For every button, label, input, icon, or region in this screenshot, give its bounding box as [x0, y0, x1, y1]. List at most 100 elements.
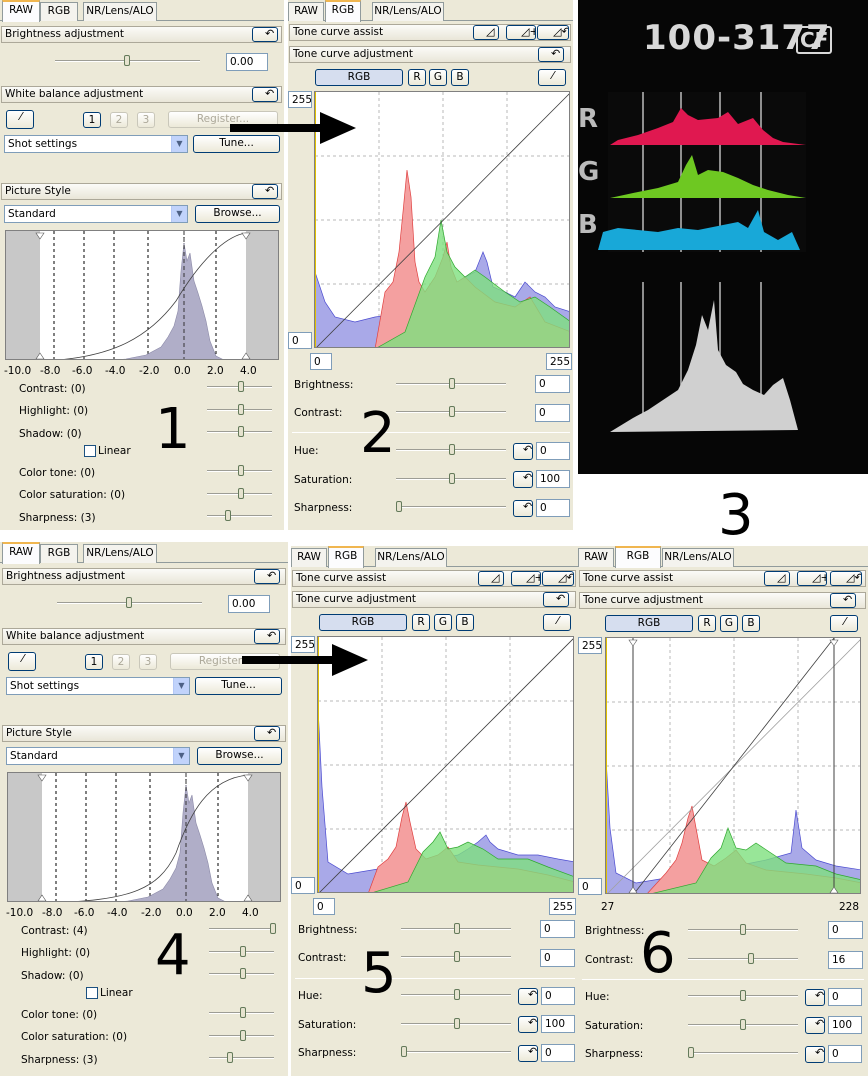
saturation-value-field[interactable]: 100 [828, 1016, 862, 1034]
tone-curve-graph[interactable] [605, 637, 861, 894]
tab-nr-lens-alo[interactable]: NR/Lens/ALO [662, 548, 734, 567]
browse-button[interactable]: Browse... [195, 205, 280, 223]
hue-value-field[interactable]: 0 [541, 987, 575, 1005]
assist-add-button[interactable]: ◿+ [511, 571, 541, 586]
picture-style-select[interactable]: Standard ▼ [4, 205, 188, 223]
brightness-slider-thumb[interactable] [740, 924, 746, 935]
sharpness-value-field[interactable]: 0 [541, 1044, 575, 1062]
eyedropper-button[interactable]: ⁄ [830, 615, 858, 632]
shot-settings-select[interactable]: Shot settings ▼ [4, 135, 188, 153]
contrast-slider-thumb[interactable] [238, 381, 244, 392]
wb-slot-1-button[interactable]: 1 [83, 112, 101, 128]
channel-r-button[interactable]: R [412, 614, 430, 631]
tab-rgb[interactable]: RGB [328, 546, 364, 568]
color-tone-slider-thumb[interactable] [240, 1007, 246, 1018]
linear-checkbox[interactable] [86, 987, 98, 999]
eyedropper-button[interactable]: ⁄ [538, 69, 566, 86]
sharpness-slider-track[interactable] [207, 515, 272, 517]
tab-rgb[interactable]: RGB [40, 544, 78, 563]
tone-curve-reset-button[interactable]: ↶ [538, 47, 564, 62]
wb-slot-2-button[interactable]: 2 [112, 654, 130, 670]
shot-settings-select[interactable]: Shot settings ▼ [6, 677, 190, 695]
sharpness-value-field[interactable]: 0 [536, 499, 570, 517]
sharpness-slider-thumb[interactable] [688, 1047, 694, 1058]
contrast-value-field[interactable]: 16 [828, 951, 863, 969]
contrast-slider-thumb[interactable] [748, 953, 754, 964]
register-button[interactable]: Register... [168, 111, 278, 128]
eyedropper-button[interactable]: ⁄ [6, 110, 34, 129]
saturation-value-field[interactable]: 100 [541, 1015, 575, 1033]
channel-rgb-button[interactable]: RGB [605, 615, 693, 632]
tab-rgb[interactable]: RGB [325, 0, 361, 22]
channel-g-button[interactable]: G [429, 69, 447, 86]
tab-nr-lens-alo[interactable]: NR/Lens/ALO [372, 2, 444, 21]
contrast-value-field[interactable]: 0 [540, 949, 575, 967]
saturation-value-field[interactable]: 100 [536, 470, 570, 488]
hue-reset-button[interactable]: ↶ [513, 443, 533, 460]
sharpness-reset-button[interactable]: ↶ [518, 1045, 538, 1062]
tone-curve-reset-button[interactable]: ↶ [543, 592, 569, 607]
brightness-value-field[interactable]: 0.00 [228, 595, 270, 613]
tab-nr-lens-alo[interactable]: NR/Lens/ALO [83, 544, 157, 563]
tab-raw[interactable]: RAW [578, 548, 614, 567]
tone-curve-graph[interactable] [314, 91, 570, 348]
channel-b-button[interactable]: B [456, 614, 474, 631]
channel-b-button[interactable]: B [451, 69, 469, 86]
assist-reset-button[interactable]: ◿↶ [542, 571, 574, 586]
tune-button[interactable]: Tune... [193, 135, 280, 153]
brightness-value-field[interactable]: 0 [540, 920, 575, 938]
channel-rgb-button[interactable]: RGB [315, 69, 403, 86]
brightness-reset-button[interactable]: ↶ [252, 27, 278, 42]
white-balance-reset-button[interactable]: ↶ [254, 629, 280, 644]
contrast-slider-thumb[interactable] [454, 951, 460, 962]
wb-slot-3-button[interactable]: 3 [139, 654, 157, 670]
wb-slot-1-button[interactable]: 1 [85, 654, 103, 670]
shadow-slider-thumb[interactable] [240, 968, 246, 979]
contrast-slider-thumb[interactable] [270, 923, 276, 934]
saturation-slider-thumb[interactable] [454, 1018, 460, 1029]
linear-checkbox[interactable] [84, 445, 96, 457]
eyedropper-button[interactable]: ⁄ [543, 614, 571, 631]
sharpness-slider-track[interactable] [396, 506, 506, 508]
color-tone-slider-thumb[interactable] [238, 465, 244, 476]
assist-add-button[interactable]: ◿+ [797, 571, 827, 586]
channel-b-button[interactable]: B [742, 615, 760, 632]
channel-g-button[interactable]: G [720, 615, 738, 632]
brightness-slider-thumb[interactable] [126, 597, 132, 608]
hue-reset-button[interactable]: ↶ [518, 988, 538, 1005]
tune-button[interactable]: Tune... [195, 677, 282, 695]
hue-value-field[interactable]: 0 [828, 988, 862, 1006]
tab-raw[interactable]: RAW [288, 2, 324, 21]
shadow-slider-thumb[interactable] [238, 426, 244, 437]
assist-reset-button[interactable]: ◿↶ [537, 25, 569, 40]
tab-raw[interactable]: RAW [291, 548, 327, 567]
brightness-value-field[interactable]: 0 [535, 375, 570, 393]
tab-nr-lens-alo[interactable]: NR/Lens/ALO [83, 2, 157, 21]
saturation-slider-thumb[interactable] [740, 1019, 746, 1030]
highlight-slider-thumb[interactable] [238, 404, 244, 415]
sharpness-slider-track[interactable] [688, 1052, 798, 1054]
assist-linear-button[interactable]: ◿ [764, 571, 790, 586]
eyedropper-button[interactable]: ⁄ [8, 652, 36, 671]
color-saturation-slider-thumb[interactable] [240, 1030, 246, 1041]
tab-raw[interactable]: RAW [2, 0, 40, 22]
saturation-reset-button[interactable]: ↶ [513, 471, 533, 488]
hue-slider-thumb[interactable] [449, 444, 455, 455]
contrast-value-field[interactable]: 0 [535, 404, 570, 422]
hue-slider-thumb[interactable] [454, 989, 460, 1000]
picture-style-select[interactable]: Standard ▼ [6, 747, 190, 765]
color-saturation-slider-thumb[interactable] [238, 488, 244, 499]
picture-style-reset-button[interactable]: ↶ [254, 726, 280, 741]
sharpness-slider-track[interactable] [401, 1051, 511, 1053]
contrast-slider-thumb[interactable] [449, 406, 455, 417]
sharpness-slider-thumb[interactable] [401, 1046, 407, 1057]
tab-raw[interactable]: RAW [2, 542, 40, 564]
assist-linear-button[interactable]: ◿ [478, 571, 504, 586]
highlight-slider-thumb[interactable] [240, 946, 246, 957]
hue-slider-thumb[interactable] [740, 990, 746, 1001]
sharpness-slider-thumb[interactable] [225, 510, 231, 521]
tab-rgb[interactable]: RGB [40, 2, 78, 21]
channel-rgb-button[interactable]: RGB [319, 614, 407, 631]
contrast-slider-track[interactable] [209, 928, 274, 930]
tone-curve-reset-button[interactable]: ↶ [830, 593, 856, 608]
